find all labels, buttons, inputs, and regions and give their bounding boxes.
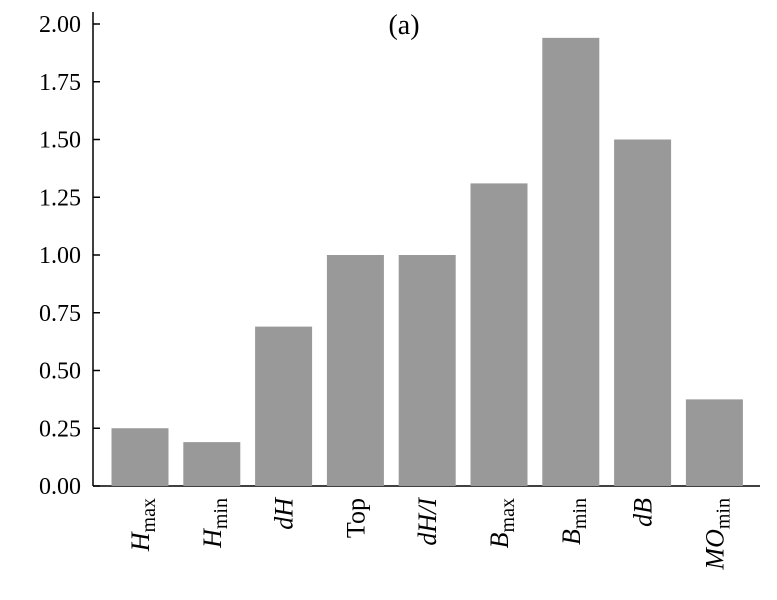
bar	[614, 139, 672, 486]
bar	[111, 428, 169, 486]
x-tick-label: dH/I	[413, 497, 442, 546]
x-tick-label: Hmax	[126, 498, 160, 552]
y-tick-label: 2.00	[39, 12, 81, 38]
y-tick-label: 0.00	[39, 474, 81, 500]
y-axis: 0.00 0.25 0.50 0.75 1.00 1.25 1.50 1.75 2.00	[39, 12, 100, 500]
bar	[470, 183, 528, 486]
y-tick-label: 0.25	[39, 416, 81, 442]
y-tick-label: 0.50	[39, 359, 81, 385]
bar	[255, 326, 313, 486]
bar	[542, 37, 600, 487]
x-tick-labels: Hmax Hmin dH Top dH/I Bmax Bmin dB MOmin	[126, 497, 734, 571]
y-tick-label: 0.75	[39, 301, 81, 327]
y-tick-label: 1.00	[39, 243, 81, 269]
x-tick-label: Bmin	[557, 498, 591, 545]
x-tick-label: Bmax	[485, 498, 519, 548]
x-tick-label: dB	[629, 498, 658, 527]
chart-title: (a)	[388, 10, 419, 41]
bar	[685, 399, 743, 486]
x-tick-label: Hmin	[198, 498, 232, 549]
x-tick-label: MOmin	[700, 498, 734, 571]
bars	[111, 37, 743, 487]
x-tick-label: Top	[341, 498, 370, 538]
y-tick-label: 1.50	[39, 128, 81, 154]
y-tick-label: 1.25	[39, 185, 81, 211]
y-tick-label: 1.75	[39, 70, 81, 96]
bar	[326, 255, 384, 486]
bar	[183, 442, 241, 486]
bar	[398, 255, 456, 486]
x-tick-label: dH	[270, 497, 299, 530]
